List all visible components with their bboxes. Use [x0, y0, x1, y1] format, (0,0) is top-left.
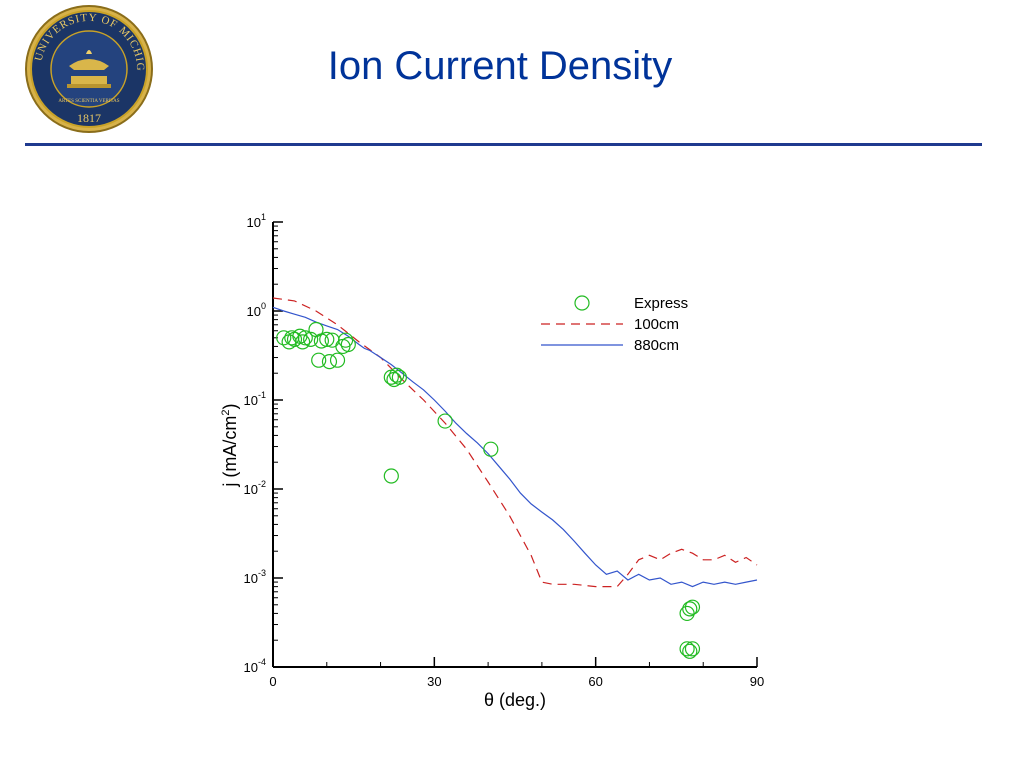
- slide-title: Ion Current Density: [327, 44, 673, 88]
- x-tick-label: 90: [750, 674, 764, 689]
- express-data-point: [391, 369, 407, 385]
- express-data-point: [383, 468, 399, 484]
- y-axis: 101 100 10-1 10-2 10-3 10-4: [244, 212, 283, 675]
- y-axis-label: j (mA/cm2): [220, 403, 240, 487]
- express-data-point: [682, 643, 698, 659]
- title-divider: [25, 143, 982, 146]
- y-tick-label: 10-3: [244, 568, 266, 586]
- express-data-point: [321, 354, 338, 370]
- series-line-100cm: [272, 297, 758, 588]
- y-tick-label: 101: [247, 212, 266, 230]
- x-tick-label: 60: [588, 674, 602, 689]
- express-data-point: [437, 413, 453, 429]
- express-data-point: [389, 367, 405, 383]
- y-tick-label: 100: [247, 301, 266, 319]
- express-data-point: [684, 641, 701, 657]
- express-data-point: [338, 332, 354, 348]
- y-tick-label: 10-4: [244, 657, 266, 675]
- express-data-point: [682, 601, 698, 617]
- plot-frame: [272, 222, 757, 668]
- express-data-point: [276, 330, 292, 346]
- seal-year: 1817: [77, 111, 101, 125]
- x-tick-label: 30: [427, 674, 441, 689]
- x-tick-label: 0: [269, 674, 276, 689]
- express-data-point: [679, 641, 695, 657]
- legend-label-880cm: 880cm: [634, 337, 679, 354]
- express-data-point: [303, 331, 319, 347]
- express-data-point: [297, 330, 313, 346]
- seal-motto: ARTES SCIENTIA VERITAS: [58, 99, 119, 104]
- legend: Express 100cm 880cm: [541, 295, 688, 354]
- x-axis-label: θ (deg.): [484, 690, 546, 710]
- express-data-point: [294, 334, 311, 350]
- series-line-880cm: [272, 306, 758, 588]
- express-data-point: [483, 441, 499, 457]
- express-data-point: [319, 331, 335, 347]
- series-markers: [276, 321, 701, 659]
- express-data-point: [329, 352, 346, 368]
- legend-label-Express: Express: [634, 295, 688, 312]
- x-axis: 0 30 60 90: [269, 657, 764, 689]
- university-seal: THE UNIVERSITY OF MICHIGAN ARTES SCIENTI…: [24, 4, 153, 133]
- express-data-point: [684, 599, 701, 615]
- legend-marker-express: [574, 295, 590, 311]
- y-tick-label: 10-2: [244, 479, 266, 497]
- express-data-point: [340, 336, 356, 353]
- legend-label-100cm: 100cm: [634, 316, 679, 333]
- express-data-point: [311, 352, 327, 368]
- series-lines: [272, 297, 758, 588]
- y-tick-label: 10-1: [244, 390, 266, 408]
- seal-lamp-icon: [67, 50, 111, 88]
